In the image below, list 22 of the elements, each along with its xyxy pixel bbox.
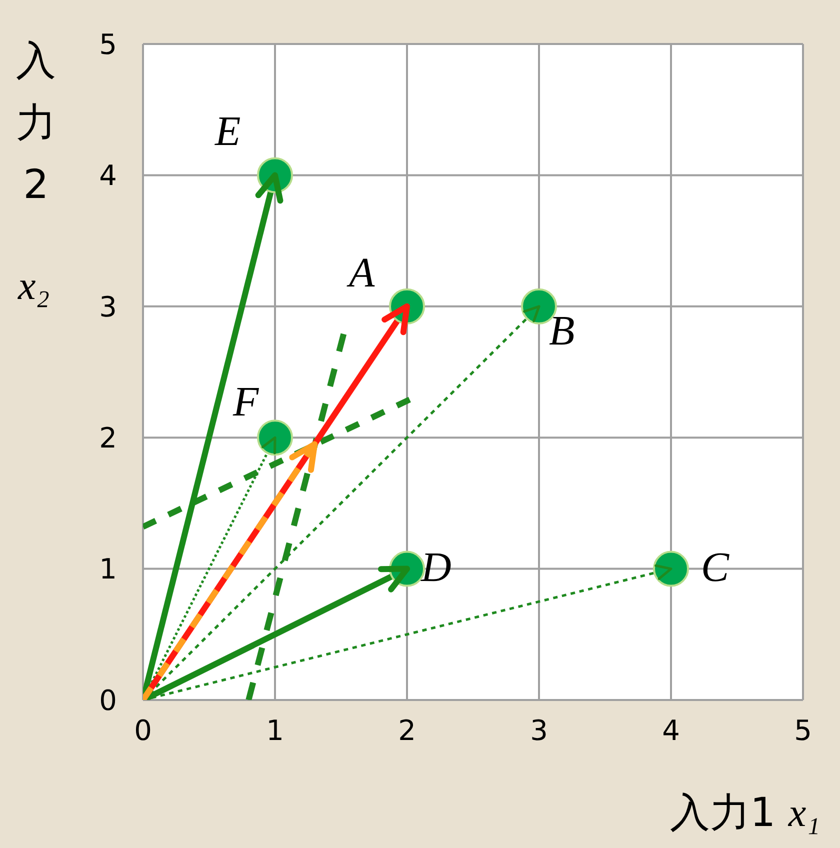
x-tick-label: 5 <box>794 714 812 747</box>
y-tick-label: 2 <box>99 422 117 455</box>
annotation: A <box>346 250 375 296</box>
text: 入力2 x₂ <box>16 38 56 308</box>
x-axis-title: 入力1 x₁ <box>670 789 820 838</box>
x-tick-label: 3 <box>530 714 548 747</box>
x-tick-label: 4 <box>662 714 680 747</box>
x-tick-label: 2 <box>398 714 416 747</box>
x-tick-label: 1 <box>266 714 284 747</box>
point <box>257 420 293 456</box>
annotation: D <box>420 544 452 591</box>
y-tick-label: 5 <box>99 28 117 61</box>
y-tick-label: 3 <box>99 290 117 324</box>
y-tick-label: 4 <box>99 159 117 192</box>
annotation: C <box>701 544 730 591</box>
x-tick-label: 0 <box>134 714 152 747</box>
point <box>653 550 689 587</box>
y-tick-label: 1 <box>99 552 117 586</box>
annotation: B <box>549 308 575 354</box>
annotation: F <box>232 380 259 426</box>
y-tick-label: 0 <box>99 684 117 717</box>
annotation: E <box>214 109 241 156</box>
